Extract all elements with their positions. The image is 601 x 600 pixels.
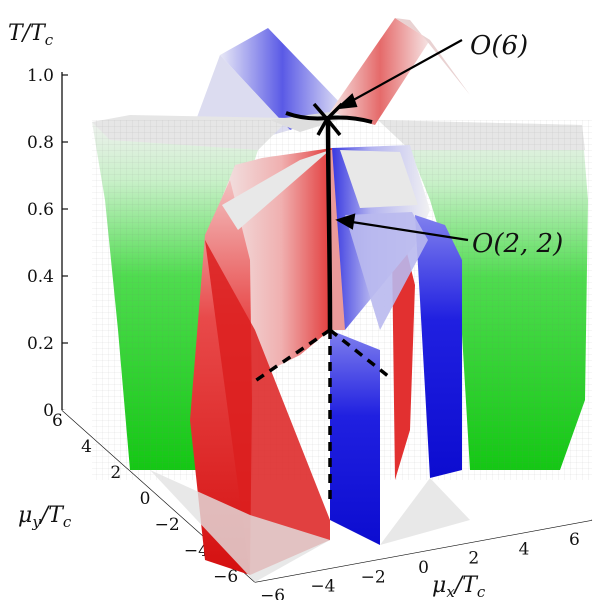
y-tick-label: −6 bbox=[213, 567, 238, 587]
z-tick-label: 1.0 bbox=[27, 66, 54, 86]
x-tick-label: −2 bbox=[361, 567, 386, 587]
dashed-right bbox=[328, 328, 390, 378]
x-axis-ticks: −6 −4 −2 0 2 4 6 bbox=[260, 516, 580, 600]
x-tick-label: 6 bbox=[569, 530, 580, 550]
o6-arrow-head bbox=[334, 93, 358, 110]
z-tick-label: 0 bbox=[43, 401, 54, 421]
y-tick-label: 4 bbox=[81, 437, 92, 457]
red-wall-back bbox=[392, 245, 415, 480]
red-wall-lower bbox=[205, 240, 330, 575]
o22-arrow-head bbox=[335, 213, 356, 230]
y-axis-label: μy/Tc bbox=[18, 503, 72, 531]
annotation-o22: O(2, 2) bbox=[472, 229, 563, 259]
z-tick-label: 0.2 bbox=[27, 334, 54, 354]
y-tick-label: −2 bbox=[155, 515, 180, 535]
o6-inv-v bbox=[316, 115, 342, 137]
x-tick-label: 0 bbox=[418, 558, 429, 578]
annotation-o6: O(6) bbox=[470, 31, 528, 61]
x-tick-label: −6 bbox=[260, 586, 285, 600]
o6-arrow-line bbox=[347, 39, 463, 104]
blue-wall-front bbox=[330, 330, 380, 545]
z-tick-label: 0.8 bbox=[27, 133, 54, 153]
blue-ridge-top bbox=[340, 150, 418, 208]
z-axis-ticks: 0 0.2 0.4 0.6 0.8 1.0 bbox=[27, 66, 68, 421]
y-tick-label: −4 bbox=[184, 541, 209, 561]
o22-arrow-line bbox=[351, 220, 469, 242]
x-tick-label: 4 bbox=[519, 539, 530, 559]
floor-grid-right bbox=[380, 478, 470, 545]
o22-critical-line bbox=[325, 117, 333, 331]
z-tick-label: 0.6 bbox=[27, 200, 54, 220]
z-axis-label: T/Tc bbox=[8, 21, 54, 49]
annotation-arrows bbox=[334, 39, 469, 242]
z-tick-label: 0.4 bbox=[27, 267, 54, 287]
y-tick-label: 0 bbox=[140, 489, 151, 509]
x-tick-label: −4 bbox=[310, 577, 335, 597]
blue-wall-right bbox=[415, 215, 462, 478]
critical-lines bbox=[251, 102, 390, 505]
blue-slope-lower bbox=[345, 212, 428, 330]
floor-grid-left bbox=[150, 470, 330, 582]
red-branch bbox=[190, 148, 415, 575]
x-tick-label: 2 bbox=[468, 549, 479, 569]
red-ridge-top bbox=[222, 150, 330, 230]
back-red-ridge bbox=[330, 18, 430, 125]
y-tick-label: 6 bbox=[52, 411, 63, 431]
red-wall-front bbox=[190, 180, 252, 575]
x-axis-label: μx/Tc bbox=[432, 573, 486, 600]
